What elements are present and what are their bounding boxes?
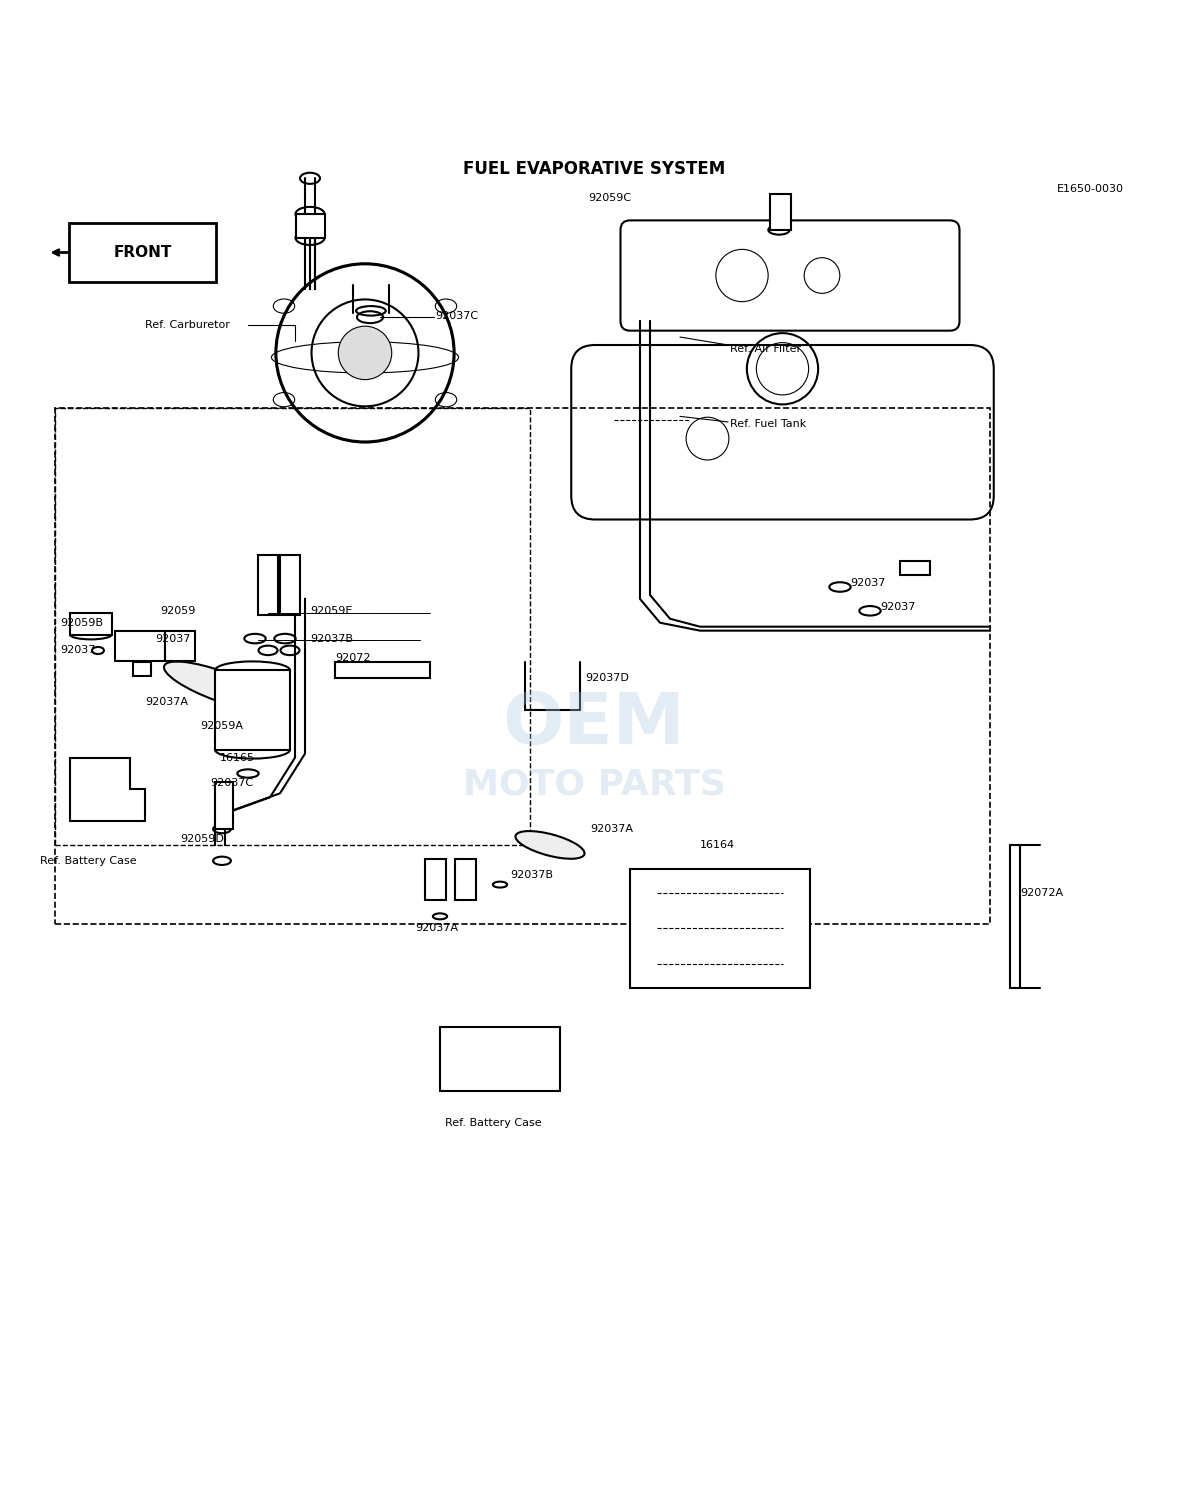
Bar (115, 632, 165, 660)
Text: 92059D: 92059D (181, 834, 223, 844)
Bar (455, 859, 476, 901)
Text: 92059E: 92059E (310, 606, 353, 615)
Text: 92037B: 92037B (310, 633, 353, 644)
Text: 92037: 92037 (849, 578, 885, 588)
Bar (55, 409, 530, 844)
FancyBboxPatch shape (571, 344, 993, 519)
Ellipse shape (164, 662, 276, 711)
Ellipse shape (516, 831, 584, 859)
Bar (133, 662, 151, 677)
Text: OEM: OEM (503, 690, 685, 759)
Bar (335, 662, 430, 678)
Bar (259, 555, 278, 615)
Circle shape (339, 326, 392, 380)
Text: 92059C: 92059C (588, 193, 631, 204)
Bar (901, 561, 930, 575)
Text: 92037A: 92037A (145, 698, 188, 707)
Text: Ref. Battery Case: Ref. Battery Case (40, 856, 137, 865)
Text: 92037: 92037 (154, 633, 190, 644)
Bar (55, 409, 990, 924)
Text: E1650-0030: E1650-0030 (1057, 184, 1124, 195)
Text: Ref. Air Filter: Ref. Air Filter (729, 344, 801, 353)
Text: 16164: 16164 (700, 840, 735, 850)
Text: 92059A: 92059A (200, 722, 244, 731)
Text: 92037A: 92037A (590, 823, 633, 834)
Bar (280, 555, 299, 615)
Text: 92037D: 92037D (584, 674, 628, 683)
Bar (296, 214, 326, 238)
Text: Ref. Fuel Tank: Ref. Fuel Tank (729, 419, 807, 430)
Bar (70, 614, 112, 635)
Text: 92037A: 92037A (415, 924, 459, 933)
Text: FUEL EVAPORATIVE SYSTEM: FUEL EVAPORATIVE SYSTEM (463, 160, 725, 178)
Text: MOTO PARTS: MOTO PARTS (462, 766, 726, 801)
Text: 92059B: 92059B (61, 618, 103, 627)
Text: FRONT: FRONT (113, 246, 172, 260)
Bar (215, 671, 290, 750)
Bar (425, 859, 447, 901)
Text: 92037C: 92037C (210, 778, 253, 787)
Text: 92072A: 92072A (1020, 888, 1063, 898)
Text: Ref. Battery Case: Ref. Battery Case (446, 1118, 542, 1127)
FancyBboxPatch shape (69, 223, 216, 281)
Text: 92037C: 92037C (435, 310, 478, 320)
Bar (770, 195, 791, 231)
Bar (165, 632, 195, 660)
Text: 92072: 92072 (335, 653, 371, 663)
Text: 16165: 16165 (220, 753, 255, 762)
FancyBboxPatch shape (620, 220, 960, 331)
Bar (630, 868, 810, 988)
Text: 92059: 92059 (160, 606, 195, 615)
Text: 92037: 92037 (61, 645, 95, 656)
Text: 92037: 92037 (880, 602, 916, 612)
Text: Ref. Carburetor: Ref. Carburetor (145, 320, 229, 331)
Bar (215, 781, 233, 829)
Text: 92037B: 92037B (510, 870, 552, 880)
